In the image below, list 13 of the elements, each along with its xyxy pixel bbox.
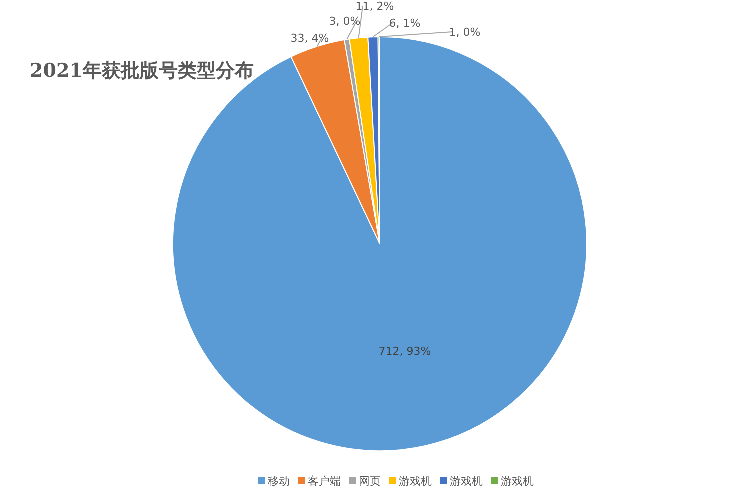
text: 2021年获批版号类型分布 xyxy=(30,60,254,82)
data-label: 712, 93% xyxy=(378,345,432,358)
data-label: 3, 0% xyxy=(329,15,361,28)
legend-label: 移动 xyxy=(268,475,290,488)
data-label: 33, 4% xyxy=(290,32,330,45)
legend-label: 客户端 xyxy=(308,475,341,488)
legend-label: 游戏机 xyxy=(450,475,483,488)
legend-label: 游戏机 xyxy=(399,475,432,488)
data-label: 11, 2% xyxy=(356,0,394,13)
data-label: 1, 0% xyxy=(449,26,481,39)
data-label: 6, 1% xyxy=(389,17,421,30)
legend-label: 游戏机 xyxy=(501,475,534,488)
legend-label: 网页 xyxy=(359,475,381,488)
